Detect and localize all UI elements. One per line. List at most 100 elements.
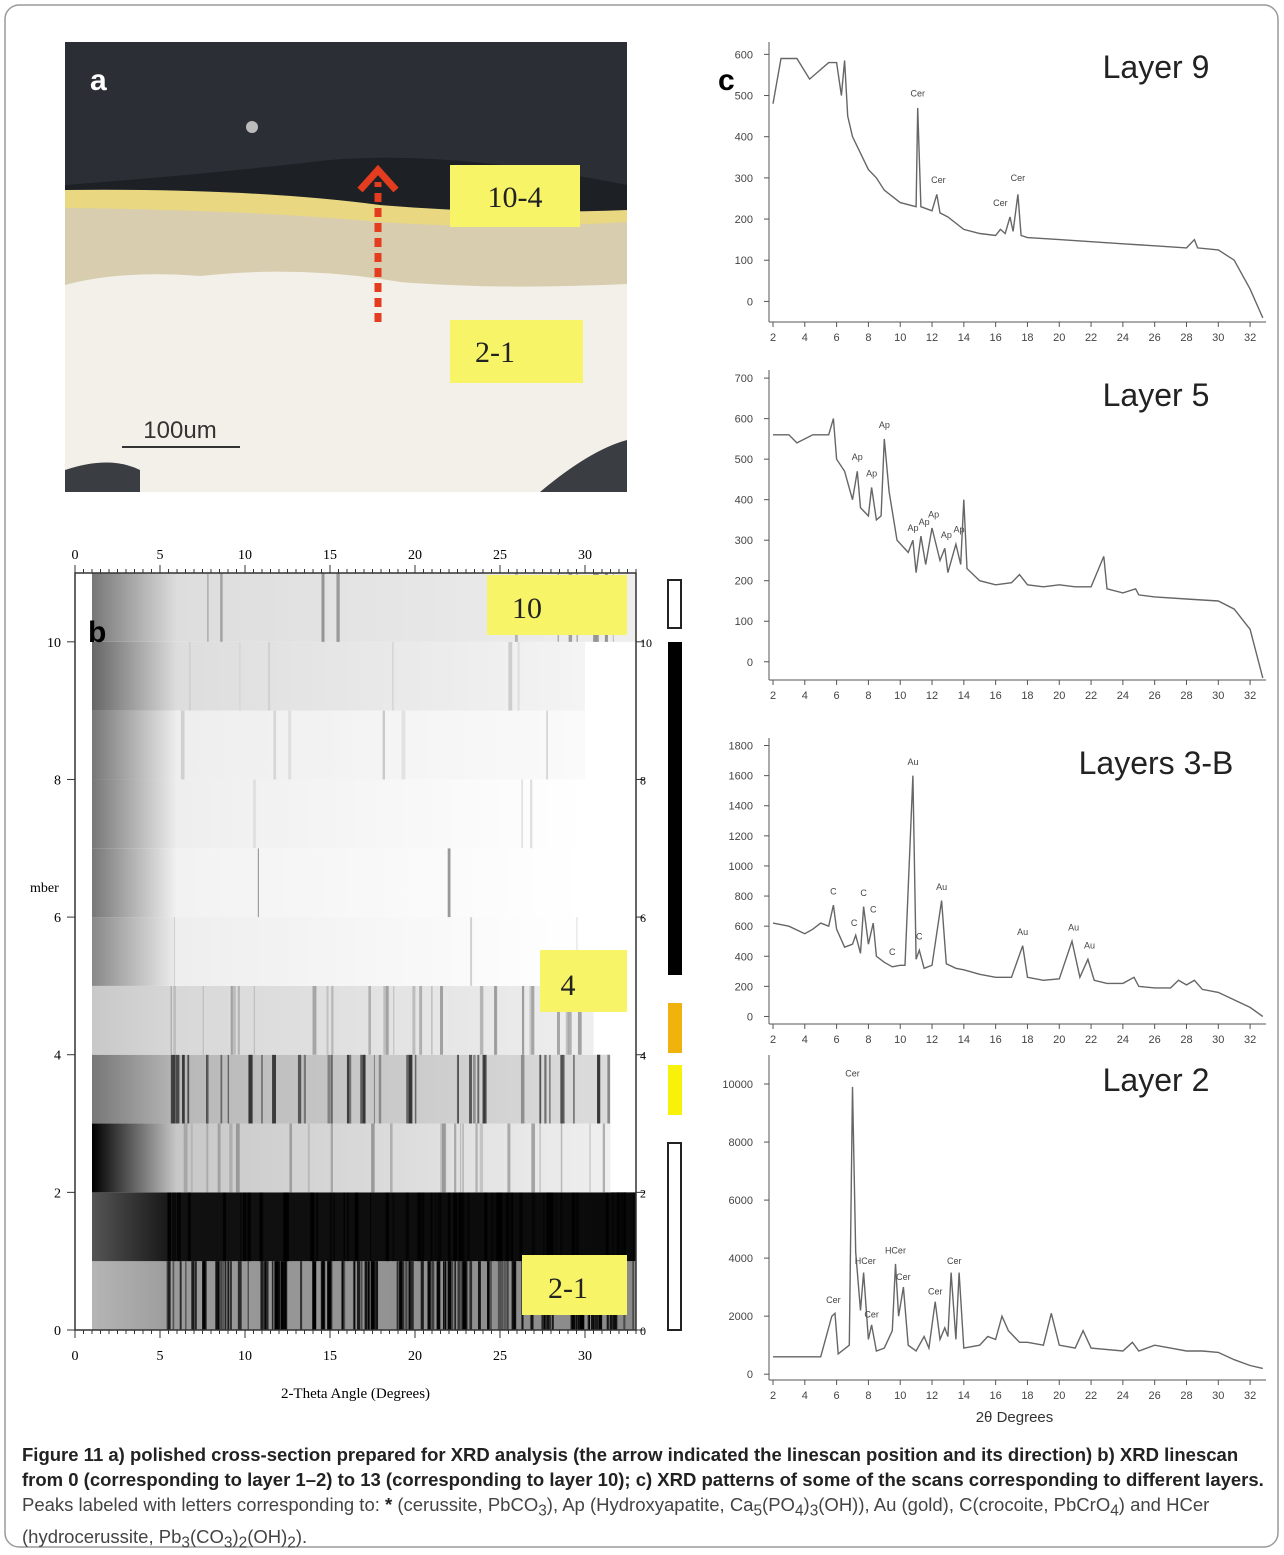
- x-tick-label: 32: [1244, 1034, 1256, 1046]
- y-tick-label: 8: [640, 773, 646, 787]
- label-box: [450, 320, 583, 383]
- caption-text: 3: [223, 1534, 233, 1552]
- peak-label: Cer: [826, 1295, 841, 1305]
- caption-text: ): [803, 1494, 810, 1515]
- peak-label: Ap: [907, 523, 918, 533]
- x-tick-label: 0: [72, 1349, 79, 1364]
- x-tick-label: 12: [926, 1034, 938, 1046]
- x-tick-label: 14: [958, 690, 970, 702]
- x-tick-label: 14: [958, 1034, 970, 1046]
- y-tick-label: 0: [747, 1011, 753, 1023]
- peak-label: Cer: [845, 1069, 860, 1079]
- caption-text: ).: [295, 1525, 308, 1547]
- y-tick-label: 200: [735, 981, 753, 993]
- figure-frame: [4, 4, 1279, 1548]
- y-tick-label: 500: [735, 91, 753, 103]
- peak-label: Cer: [1011, 173, 1026, 183]
- x-tick-label: 10: [894, 1034, 906, 1046]
- caption: Figure 11 a) polished cross-section prep…: [22, 1442, 1267, 1555]
- x-tick-label: 18: [1021, 332, 1033, 344]
- caption-text: 4: [794, 1502, 804, 1520]
- caption-text: 2: [287, 1534, 296, 1552]
- y-tick-label: 1600: [729, 771, 753, 783]
- x-tick-label: 24: [1117, 1034, 1129, 1046]
- y-tick-label: 600: [735, 414, 753, 426]
- x-tick-label: 8: [865, 332, 871, 344]
- caption-text: 2: [238, 1534, 248, 1552]
- peak-label: HCer: [885, 1246, 906, 1256]
- y-tick-label: 300: [735, 535, 753, 547]
- x-tick-label: 18: [1021, 1390, 1033, 1402]
- x-tick-label: 5: [157, 548, 164, 563]
- caption-text: Figure 11: [22, 1444, 104, 1465]
- y-tick-label: 0: [640, 1324, 646, 1338]
- label-box: [540, 950, 627, 1012]
- y-tick-label: 2000: [729, 1311, 753, 1323]
- peak-label: C: [870, 905, 877, 915]
- caption-text: (CO: [189, 1525, 224, 1547]
- color-bar: [668, 642, 682, 975]
- pattern-line: [772, 57, 1264, 319]
- caption-text: 3: [538, 1502, 547, 1520]
- y-tick-label: 0: [54, 1324, 61, 1339]
- peak-label: Ap: [941, 530, 952, 540]
- x-tick-label: 6: [834, 690, 840, 702]
- x-tick-label: 10: [894, 332, 906, 344]
- peak-label: Ap: [928, 510, 939, 520]
- chart-title: Layer 5: [1103, 377, 1210, 413]
- x-tick-label: 14: [958, 1390, 970, 1402]
- x-tick-label: 12: [926, 1390, 938, 1402]
- x-tick-label: 30: [578, 548, 592, 563]
- y-tick-label: 8: [54, 773, 61, 788]
- y-tick-label: 8000: [729, 1137, 753, 1149]
- pattern-line: [772, 775, 1264, 1018]
- peak-label: C: [889, 947, 896, 957]
- x-tick-label: 10: [894, 690, 906, 702]
- peak-label: Ap: [879, 420, 890, 430]
- x-axis-label: 2θ Degrees: [976, 1409, 1054, 1426]
- x-tick-label: 6: [834, 1390, 840, 1402]
- panel-label: c: [718, 64, 735, 97]
- peak-label: Cer: [993, 198, 1008, 208]
- box-label: 4: [561, 969, 576, 1002]
- y-tick-label: 4000: [729, 1253, 753, 1265]
- box-label: 2-1: [548, 1272, 588, 1305]
- caption-text: 3: [181, 1534, 190, 1552]
- caption-text: 4: [1110, 1502, 1119, 1520]
- x-tick-label: 16: [990, 690, 1002, 702]
- y-tick-label: 10: [640, 636, 652, 650]
- x-tick-label: 2: [770, 1034, 776, 1046]
- scan-row: [92, 641, 585, 711]
- x-tick-label: 28: [1180, 690, 1192, 702]
- x-tick-label: 20: [1053, 690, 1065, 702]
- x-tick-label: 24: [1117, 1390, 1129, 1402]
- caption-text: 3: [809, 1502, 819, 1520]
- y-tick-label: 2: [54, 1186, 61, 1201]
- x-tick-label: 28: [1180, 1034, 1192, 1046]
- x-tick-label: 25: [493, 1349, 507, 1364]
- caption-text: a) polished cross-section prepared for X…: [22, 1444, 1264, 1490]
- x-tick-label: 2: [770, 332, 776, 344]
- y-tick-label: 2: [640, 1186, 646, 1200]
- peak-label: Au: [1017, 927, 1028, 937]
- x-tick-label: 5: [157, 1349, 164, 1364]
- x-tick-label: 26: [1149, 1034, 1161, 1046]
- color-bar: [667, 579, 682, 629]
- x-tick-label: 6: [834, 1034, 840, 1046]
- x-tick-label: 10: [238, 548, 252, 563]
- x-tick-label: 0: [72, 548, 79, 563]
- peak-label: C: [830, 887, 837, 897]
- peak-label: Au: [1068, 923, 1079, 933]
- caption-text: Peaks labeled with letters corresponding…: [22, 1494, 386, 1515]
- y-tick-label: 0: [747, 657, 753, 669]
- x-tick-label: 18: [1021, 690, 1033, 702]
- x-tick-label: 4: [802, 690, 808, 702]
- x-tick-label: 20: [1053, 1034, 1065, 1046]
- box-label: 2-1: [475, 336, 515, 369]
- y-tick-label: 6000: [729, 1195, 753, 1207]
- y-axis-label: mber: [30, 881, 59, 896]
- peak-label: HCer: [855, 1256, 876, 1266]
- x-tick-label: 8: [865, 1390, 871, 1402]
